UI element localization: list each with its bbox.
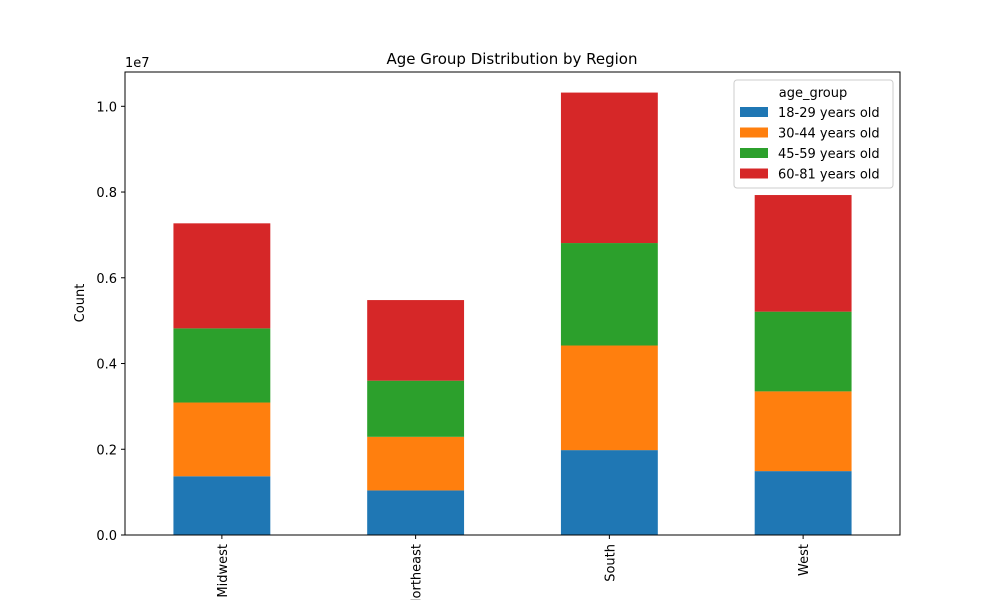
legend-entry-label: 30-44 years old — [778, 127, 880, 142]
bar-midwest-series-4 — [173, 223, 271, 329]
legend-box — [733, 79, 894, 189]
y-tick-label: 0.6 — [96, 272, 117, 287]
plot-frame — [124, 71, 901, 536]
bar-midwest-series-3 — [173, 328, 271, 403]
y-tick-label: 1.0 — [96, 100, 117, 115]
x-tick-label: Northeast — [410, 544, 425, 600]
legend-entry-label: 45-59 years old — [778, 147, 880, 162]
legend-swatch — [740, 107, 768, 117]
bar-south-series-1 — [560, 450, 658, 535]
y-tick-label: 0.2 — [96, 443, 117, 458]
bar-northeast-series-4 — [367, 300, 465, 381]
bar-south-series-4 — [560, 92, 658, 244]
x-tick-label: West — [797, 544, 812, 576]
bar-south-series-3 — [560, 243, 658, 346]
bar-south-series-2 — [560, 345, 658, 451]
bar-west-series-4 — [754, 195, 852, 312]
y-scale-offset-label: 1e7 — [125, 56, 150, 71]
y-tick-label: 0.8 — [96, 186, 117, 201]
legend-swatch — [740, 148, 768, 158]
y-axis: 0.0 0.2 0.4 0.6 0.8 1.0 — [96, 100, 125, 544]
x-axis: Midwest Northeast South West — [216, 535, 812, 600]
legend-entry-label: 60-81 years old — [778, 168, 880, 183]
chart-title: Age Group Distribution by Region — [386, 50, 637, 68]
bars-layer — [173, 92, 852, 535]
legend-entry-label: 18-29 years old — [778, 106, 880, 121]
legend-swatch — [740, 127, 768, 138]
y-tick-label: 0.0 — [96, 529, 117, 544]
bar-midwest-series-2 — [173, 402, 271, 477]
legend-title: age_group — [779, 86, 847, 101]
bar-west-series-3 — [754, 311, 852, 392]
bar-northeast-series-2 — [367, 436, 465, 491]
y-axis-label: Count — [73, 284, 88, 323]
bar-west-series-1 — [754, 471, 852, 535]
legend: age_group 18-29 years old 30-44 years old… — [733, 79, 894, 189]
x-tick-label: Midwest — [216, 544, 231, 598]
bar-northeast-series-1 — [367, 490, 465, 535]
x-tick-label: South — [603, 544, 618, 582]
y-tick-label: 0.4 — [96, 358, 117, 373]
bar-northeast-series-3 — [367, 380, 465, 437]
bar-midwest-series-1 — [173, 476, 271, 535]
bar-west-series-2 — [754, 391, 852, 472]
legend-swatch — [740, 168, 768, 179]
